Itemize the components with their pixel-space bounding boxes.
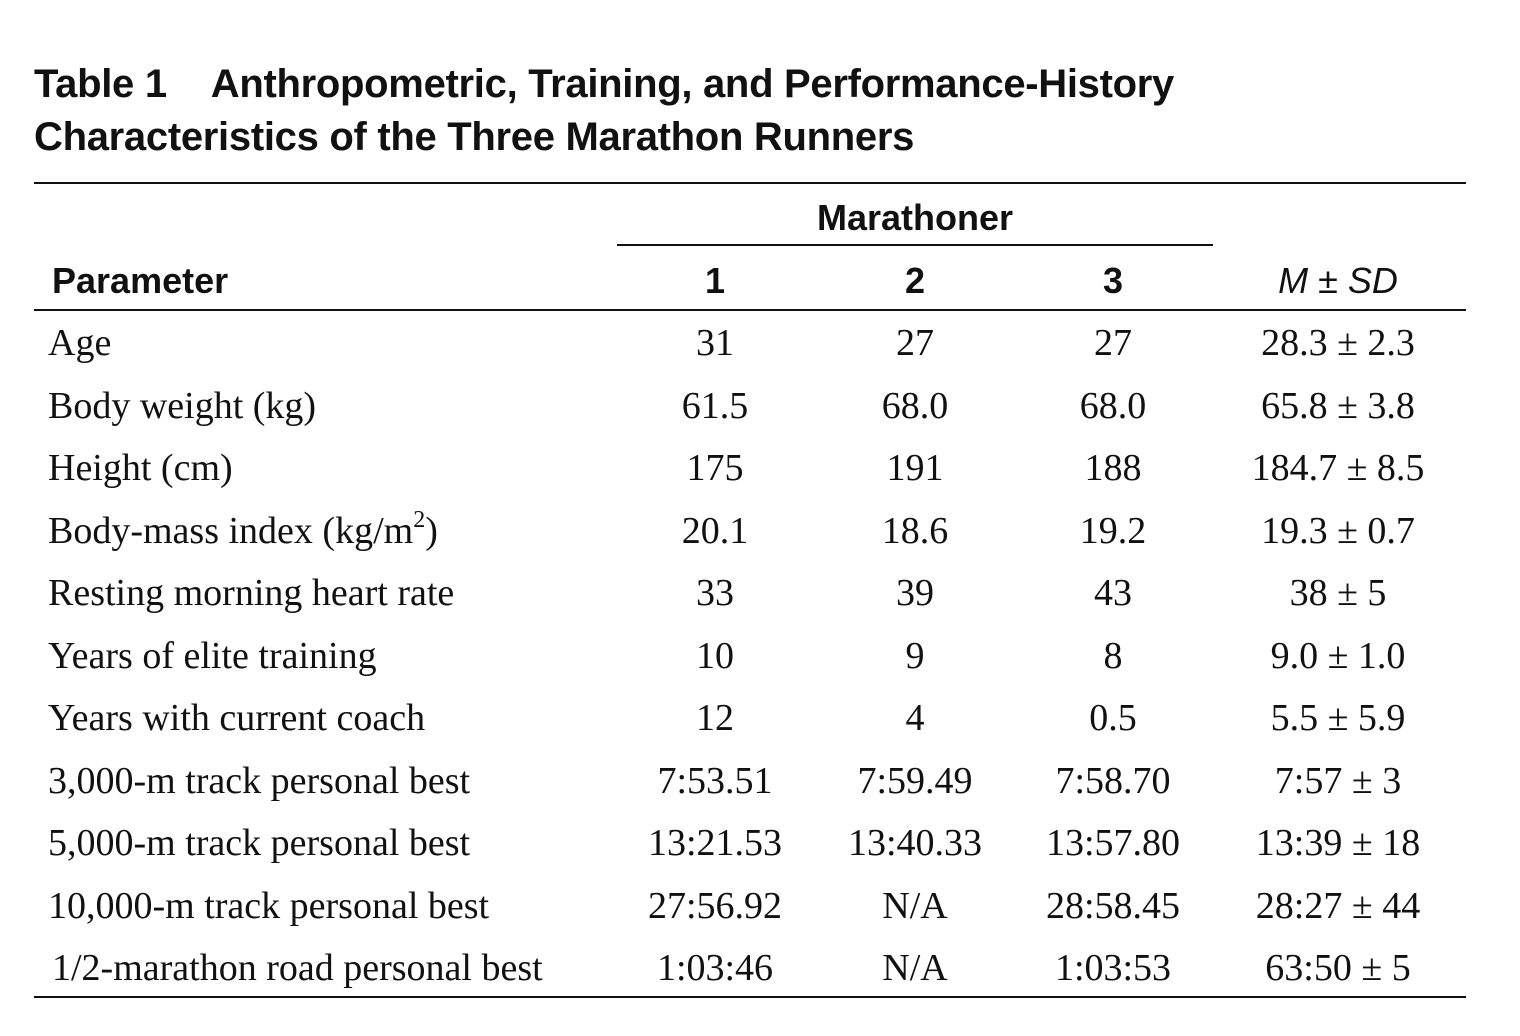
marathoner-3-cell: 188 [1084, 447, 1142, 489]
table-row: Body weight (kg) 61.5 68.0 68.0 65.8 ± 3… [0, 375, 1520, 438]
marathoner-3-cell: 28:58.45 [1045, 884, 1181, 927]
table-row: 3,000-m track personal best 7:53.51 7:59… [0, 750, 1520, 813]
marathoner-3-cell: 13:57.80 [1045, 822, 1181, 864]
mean-sd-cell: 65.8 ± 3.8 [1261, 384, 1415, 427]
superscript-exponent: 2 [413, 506, 426, 533]
table-row: Height (cm) 175 191 188 184.7 ± 8.5 [0, 437, 1520, 500]
column-header-mean-sd: M ± SD [1218, 261, 1458, 301]
table-row: 10,000-m track personal best 27:56.92 N/… [0, 875, 1520, 938]
parameter-text-tail: ) [425, 509, 438, 552]
header-rule [34, 309, 1466, 311]
parameter-cell: 10,000-m track personal best [48, 884, 490, 927]
marathoner-3-cell: 7:58.70 [1055, 759, 1171, 802]
column-header-parameter: Parameter [52, 260, 229, 301]
marathoner-2-cell: 9 [905, 634, 925, 677]
parameter-cell: 1/2-marathon road personal best [52, 947, 543, 989]
column-header-marathoner-1: 1 [704, 260, 726, 301]
caption-title-part-2: Characteristics of the Three Marathon Ru… [34, 115, 915, 159]
table-caption: Table 1 Anthropometric, Training, and Per… [34, 58, 1474, 164]
marathoner-1-cell: 175 [686, 447, 744, 489]
caption-line-1: Table 1 Anthropometric, Training, and Per… [34, 58, 1474, 111]
table-row: Age 31 27 27 28.3 ± 2.3 [0, 312, 1520, 375]
table-row: Years with current coach 12 4 0.5 5.5 ± … [0, 687, 1520, 750]
marathoner-1-cell: 10 [696, 634, 734, 677]
marathoner-1-cell: 61.5 [681, 384, 749, 427]
marathoner-2-cell: 39 [896, 572, 934, 614]
mean-sd-cell: 184.7 ± 8.5 [1251, 447, 1425, 489]
caption-title-part-1: Anthropometric, Training, and Performanc… [210, 62, 1175, 106]
plus-minus-symbol: ± [1308, 260, 1348, 301]
group-header-rule [617, 244, 1213, 246]
mean-sd-cell: 28:27 ± 44 [1255, 884, 1421, 927]
parameter-cell: Body-mass index (kg/m2) [48, 500, 438, 563]
table-row: 5,000-m track personal best 13:21.53 13:… [0, 812, 1520, 875]
marathoner-1-cell: 20.1 [681, 509, 749, 552]
marathoner-3-cell: 68.0 [1079, 384, 1147, 427]
column-header-marathoner-3: 3 [1102, 260, 1124, 301]
parameter-cell: 5,000-m track personal best [48, 822, 471, 864]
parameter-cell: Body weight (kg) [48, 384, 317, 427]
mean-sd-cell: 28.3 ± 2.3 [1261, 322, 1415, 364]
parameter-cell: Resting morning heart rate [48, 572, 455, 614]
marathoner-1-cell: 27:56.92 [647, 884, 783, 927]
marathoner-1-cell: 13:21.53 [647, 822, 783, 864]
marathoner-2-cell: N/A [882, 884, 948, 927]
parameter-cell: 3,000-m track personal best [48, 759, 471, 802]
mean-sd-cell: 19.3 ± 0.7 [1261, 509, 1415, 552]
marathoner-2-cell: 7:59.49 [857, 759, 973, 802]
marathoner-2-cell: 68.0 [881, 384, 949, 427]
table-top-rule [34, 182, 1466, 184]
parameter-cell: Years with current coach [48, 697, 426, 739]
marathoner-3-cell: 43 [1094, 572, 1132, 614]
marathoner-3-cell: 19.2 [1079, 509, 1147, 552]
marathoner-1-cell: 33 [696, 572, 734, 614]
mean-sd-cell: 63:50 ± 5 [1265, 947, 1411, 989]
marathoner-3-cell: 8 [1103, 634, 1123, 677]
column-header-marathoner-2: 2 [904, 260, 926, 301]
marathoner-1-cell: 12 [696, 697, 734, 739]
marathoner-2-cell: 13:40.33 [847, 822, 983, 864]
table-row: Body-mass index (kg/m2) 20.1 18.6 19.2 1… [0, 500, 1520, 563]
mean-sd-cell: 7:57 ± 3 [1274, 759, 1402, 802]
marathoner-2-cell: 27 [896, 322, 934, 364]
marathoner-3-cell: 27 [1094, 322, 1132, 364]
sd-symbol: SD [1347, 260, 1398, 301]
group-header-marathoner: Marathoner [816, 197, 1014, 238]
marathoner-1-cell: 7:53.51 [657, 759, 773, 802]
mean-sd-cell: 9.0 ± 1.0 [1270, 634, 1406, 677]
table-row: Resting morning heart rate 33 39 43 38 ±… [0, 562, 1520, 625]
parameter-cell: Height (cm) [48, 447, 233, 489]
marathoner-1-cell: 1:03:46 [656, 947, 774, 989]
table-label: Table 1 [34, 62, 167, 106]
marathoner-2-cell: 4 [905, 697, 925, 739]
marathoner-2-cell: N/A [882, 947, 948, 989]
table-body: Age 31 27 27 28.3 ± 2.3 Body weight (kg)… [0, 312, 1520, 1000]
marathoner-2-cell: 18.6 [881, 509, 949, 552]
table-row: Years of elite training 10 9 8 9.0 ± 1.0 [0, 625, 1520, 688]
mean-sd-cell: 5.5 ± 5.9 [1270, 697, 1406, 739]
mean-symbol: M [1278, 260, 1309, 301]
marathoner-3-cell: 0.5 [1089, 697, 1137, 739]
mean-sd-cell: 38 ± 5 [1289, 572, 1387, 614]
parameter-cell: Age [48, 322, 112, 364]
marathoner-2-cell: 191 [886, 447, 944, 489]
parameter-cell: Years of elite training [48, 634, 377, 677]
table-row: 1/2-marathon road personal best 1:03:46 … [0, 937, 1520, 1000]
marathoner-1-cell: 31 [696, 322, 734, 364]
parameter-text: Body-mass index (kg/m [48, 509, 414, 552]
mean-sd-cell: 13:39 ± 18 [1255, 822, 1421, 864]
table-bottom-rule [34, 996, 1466, 998]
marathoner-3-cell: 1:03:53 [1054, 947, 1172, 989]
